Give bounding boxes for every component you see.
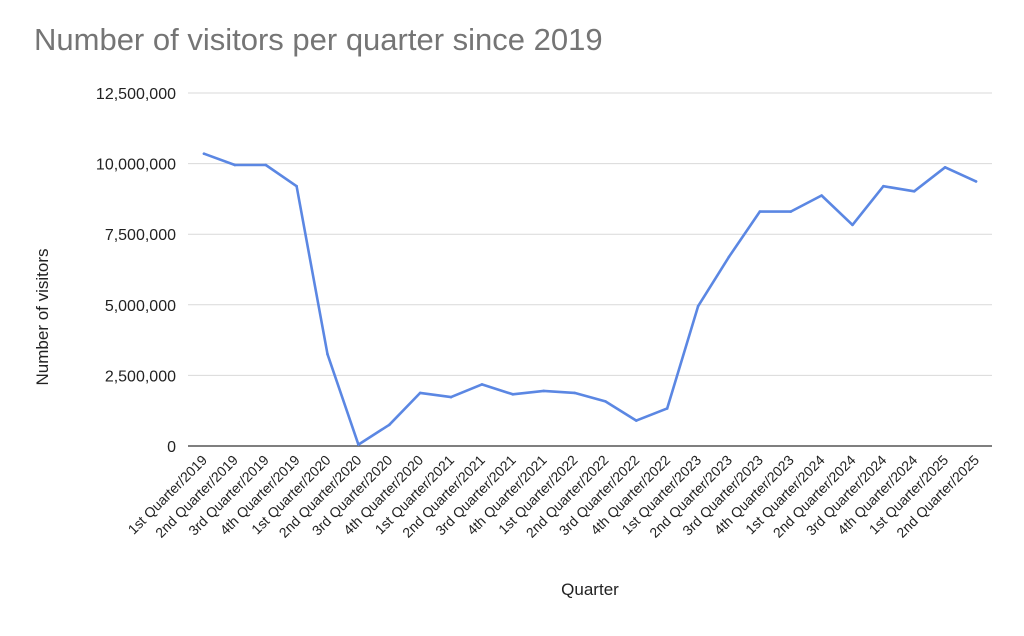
gridlines: [188, 92, 992, 447]
data-point: [573, 391, 576, 395]
data-point: [635, 419, 638, 422]
y-tick-label: 2,500,000: [105, 368, 176, 385]
data-point: [820, 194, 823, 197]
data-point: [882, 184, 885, 188]
x-axis-label: Quarter: [561, 580, 619, 599]
y-tick-label: 10,000,000: [96, 157, 176, 174]
data-point: [326, 352, 329, 356]
y-axis-label: Number of visitors: [33, 249, 52, 386]
data-point: [943, 165, 947, 169]
data-point: [295, 184, 298, 188]
chart-title: Number of visitors per quarter since 201…: [34, 22, 603, 57]
data-point: [542, 389, 545, 393]
data-point: [387, 423, 391, 427]
data-point: [758, 210, 762, 213]
data-point: [604, 400, 607, 403]
y-axis-ticks: 0 2,500,000 5,000,000 7,500,000 10,000,000 12…: [96, 86, 176, 456]
data-point: [974, 180, 978, 183]
data-point: [418, 391, 422, 395]
y-tick-label: 0: [167, 439, 176, 456]
data-point: [851, 223, 854, 227]
data-point: [912, 189, 916, 193]
data-point: [264, 163, 268, 167]
data-point: [511, 393, 515, 396]
data-point: [357, 443, 360, 446]
y-tick-label: 5,000,000: [105, 298, 176, 315]
data-point: [665, 407, 669, 410]
data-point: [789, 210, 793, 213]
data-point: [480, 383, 484, 386]
data-point: [449, 395, 453, 399]
y-tick-label: 12,500,000: [96, 86, 176, 103]
data-point: [727, 255, 731, 259]
series-layer: [202, 152, 978, 446]
data-point: [696, 304, 700, 308]
data-point: [233, 163, 237, 167]
y-tick-label: 7,500,000: [105, 227, 176, 244]
series-line: [202, 152, 978, 446]
data-point: [202, 152, 206, 156]
